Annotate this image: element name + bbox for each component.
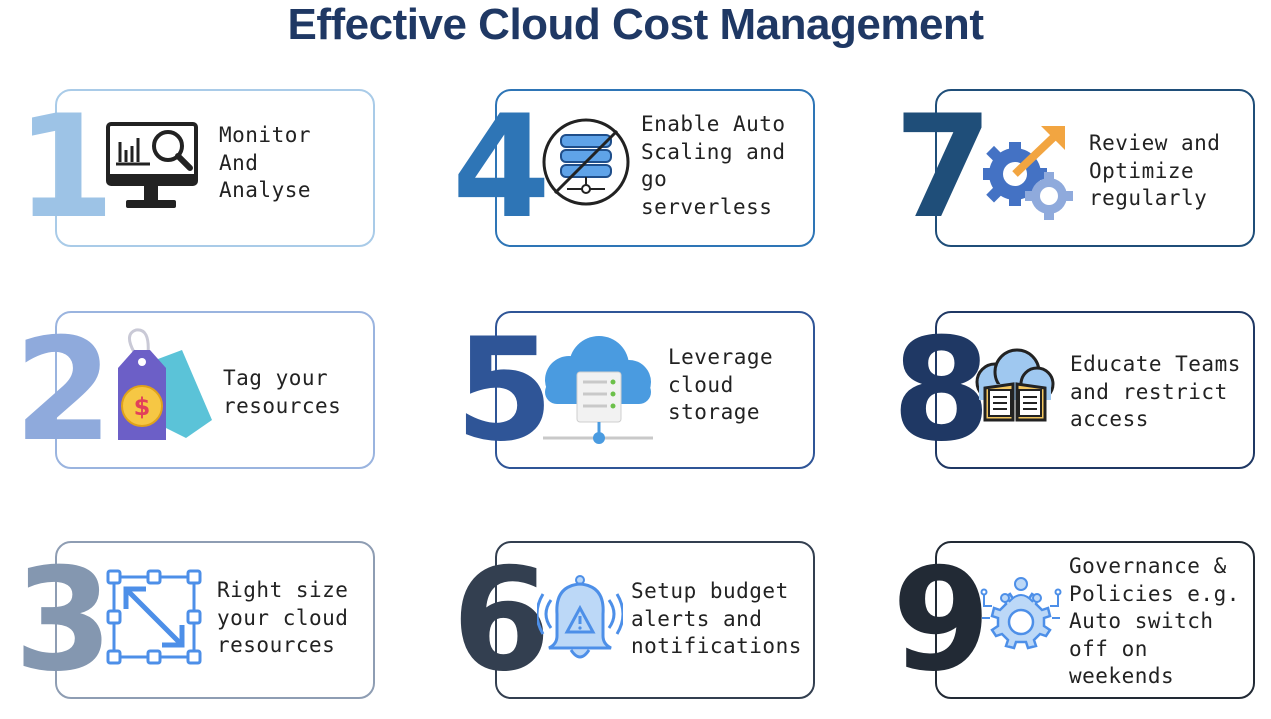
governance-gear-icon xyxy=(980,576,1062,660)
svg-text:$: $ xyxy=(134,393,151,421)
step-card-9 xyxy=(935,541,1255,699)
step-number-4: 4 xyxy=(452,85,551,250)
step-label-1: Monitor And Analyse xyxy=(219,123,312,202)
step-number-8: 8 xyxy=(892,308,991,473)
step-label-8: Educate Teams and restrict access xyxy=(1070,352,1241,431)
step-card-2 xyxy=(55,311,375,469)
price-tag-icon: $ xyxy=(110,328,214,450)
monitor-analytics-icon xyxy=(104,120,200,218)
step-label-6: Setup budget alerts and notifications xyxy=(631,579,802,658)
cloud-storage-icon xyxy=(541,332,655,450)
step-number-5: 5 xyxy=(455,308,554,473)
step-number-1: 1 xyxy=(16,85,115,250)
page-title: Effective Cloud Cost Management xyxy=(287,0,984,49)
step-label-4: Enable Auto Scaling and go serverless xyxy=(641,112,786,219)
step-label-3: Right size your cloud resources xyxy=(217,578,349,657)
step-number-2: 2 xyxy=(14,308,113,473)
resize-icon xyxy=(104,569,202,669)
alert-bell-icon xyxy=(535,574,625,670)
step-label-2: Tag your resources xyxy=(223,366,342,418)
step-number-9: 9 xyxy=(892,538,991,703)
step-number-6: 6 xyxy=(452,538,551,703)
serverless-icon xyxy=(541,117,631,211)
step-number-7: 7 xyxy=(894,85,993,250)
gears-optimize-icon xyxy=(979,124,1075,224)
step-number-3: 3 xyxy=(14,538,113,703)
cloud-book-icon xyxy=(973,348,1057,428)
step-label-5: Leverage cloud storage xyxy=(668,345,774,424)
step-label-9: Governance & Policies e.g. Auto switch o… xyxy=(1069,554,1240,688)
step-label-7: Review and Optimize regularly xyxy=(1089,131,1221,210)
